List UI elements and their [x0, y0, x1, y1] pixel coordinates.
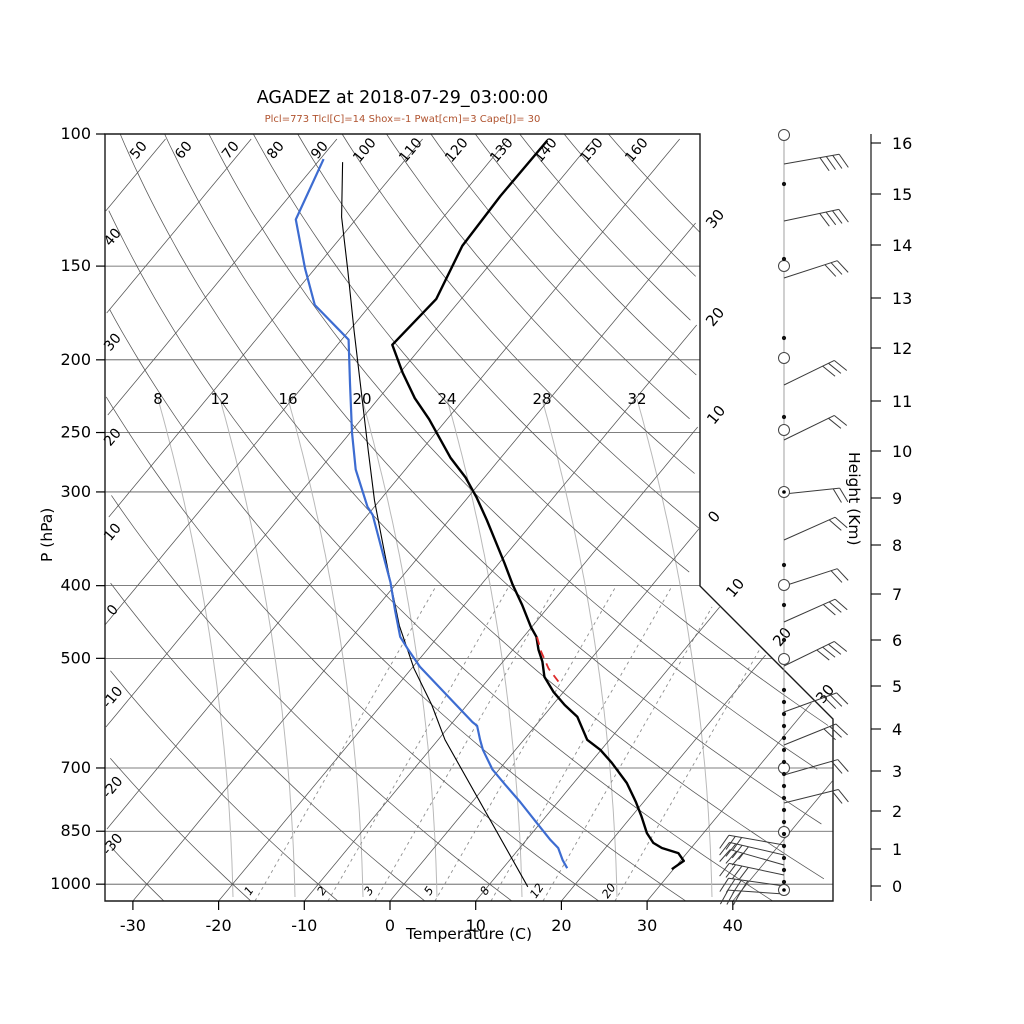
svg-text:850: 850 — [60, 821, 91, 840]
svg-text:100: 100 — [350, 135, 379, 166]
svg-text:15: 15 — [892, 185, 912, 204]
svg-text:30: 30 — [637, 916, 657, 935]
svg-text:150: 150 — [60, 256, 91, 275]
svg-text:12: 12 — [527, 881, 547, 901]
svg-text:12: 12 — [210, 390, 229, 408]
svg-text:70: 70 — [219, 138, 243, 162]
svg-text:20: 20 — [702, 304, 728, 330]
svg-text:10: 10 — [703, 402, 729, 428]
svg-text:11: 11 — [892, 392, 912, 411]
grid-labels: 50 60 70 80 90 100 110 120 130 140 150 160403020100… — [99, 135, 838, 901]
svg-text:32: 32 — [627, 390, 646, 408]
svg-text:0: 0 — [104, 602, 122, 619]
svg-text:90: 90 — [308, 138, 332, 162]
svg-text:4: 4 — [892, 720, 902, 739]
svg-text:8: 8 — [477, 884, 493, 898]
svg-text:2: 2 — [314, 884, 330, 898]
svg-text:140: 140 — [531, 135, 560, 166]
svg-text:1000: 1000 — [50, 874, 91, 893]
svg-text:50: 50 — [127, 138, 151, 162]
mixing-ratio-lines — [254, 585, 761, 902]
svg-text:13: 13 — [892, 289, 912, 308]
svg-text:10: 10 — [722, 575, 748, 601]
moist-adiabats — [157, 398, 713, 898]
svg-text:9: 9 — [892, 489, 902, 508]
svg-text:7: 7 — [892, 585, 902, 604]
svg-text:110: 110 — [396, 135, 425, 166]
x-axis-label: Temperature (C) — [405, 925, 533, 943]
svg-text:5: 5 — [892, 677, 902, 696]
svg-text:3: 3 — [892, 762, 902, 781]
svg-text:5: 5 — [421, 884, 437, 898]
svg-text:0: 0 — [385, 916, 395, 935]
svg-text:20: 20 — [551, 916, 571, 935]
dewpoint-trace — [294, 158, 569, 869]
svg-text:30: 30 — [702, 206, 728, 232]
svg-text:300: 300 — [60, 482, 91, 501]
svg-text:0: 0 — [704, 507, 724, 526]
svg-text:40: 40 — [723, 916, 743, 935]
svg-text:-20: -20 — [99, 774, 126, 802]
svg-text:8: 8 — [892, 536, 902, 555]
dry-adiabats — [105, 133, 829, 902]
svg-text:400: 400 — [60, 576, 91, 595]
svg-text:6: 6 — [892, 631, 902, 650]
svg-text:150: 150 — [577, 135, 606, 166]
sounding-traces — [294, 139, 685, 888]
svg-text:60: 60 — [172, 138, 196, 162]
svg-text:16: 16 — [278, 390, 297, 408]
sounding-parameters: Plcl=773 Tlcl[C]=14 Shox=-1 Pwat[cm]=3 C… — [264, 114, 541, 125]
svg-text:24: 24 — [437, 390, 456, 408]
isobar-lines — [105, 133, 833, 885]
svg-text:1: 1 — [241, 884, 257, 898]
svg-text:-20: -20 — [206, 916, 232, 935]
cape-parcel-segment — [535, 633, 560, 683]
svg-text:130: 130 — [487, 135, 516, 166]
svg-text:1: 1 — [892, 840, 902, 859]
svg-text:0: 0 — [892, 877, 902, 896]
svg-text:-30: -30 — [99, 831, 126, 859]
svg-text:20: 20 — [599, 881, 619, 901]
parcel-trace — [341, 162, 529, 888]
svg-text:200: 200 — [60, 350, 91, 369]
svg-text:8: 8 — [153, 390, 163, 408]
svg-text:250: 250 — [60, 423, 91, 442]
svg-text:-10: -10 — [291, 916, 317, 935]
svg-text:10: 10 — [466, 916, 486, 935]
svg-text:10: 10 — [892, 442, 912, 461]
svg-text:500: 500 — [60, 648, 91, 667]
svg-text:12: 12 — [892, 339, 912, 358]
page-title: AGADEZ at 2018-07-29_03:00:00 — [256, 88, 549, 108]
svg-text:120: 120 — [442, 135, 471, 166]
wind-barbs — [719, 129, 849, 906]
svg-text:16: 16 — [892, 134, 912, 153]
svg-text:160: 160 — [622, 135, 651, 166]
svg-text:20: 20 — [769, 624, 795, 650]
svg-text:-30: -30 — [120, 916, 146, 935]
svg-text:2: 2 — [892, 802, 902, 821]
temperature-trace — [391, 139, 685, 871]
svg-text:28: 28 — [532, 390, 551, 408]
svg-text:100: 100 — [60, 124, 91, 143]
plot-border — [104, 133, 834, 902]
svg-text:700: 700 — [60, 758, 91, 777]
svg-text:14: 14 — [892, 236, 912, 255]
